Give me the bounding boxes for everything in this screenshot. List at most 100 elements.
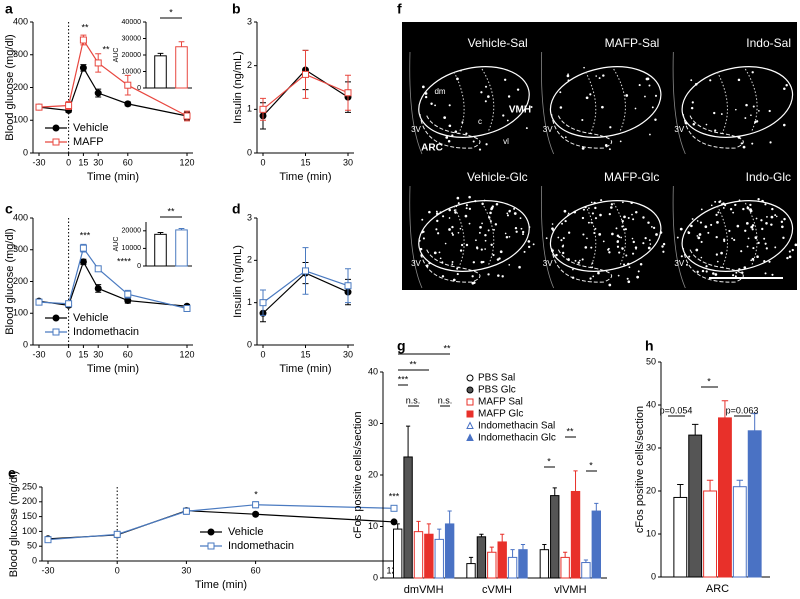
speckle <box>468 207 472 211</box>
vmh-outline <box>418 66 530 138</box>
subdivision <box>453 68 495 136</box>
x-tick-label: 60 <box>123 157 133 167</box>
speckle <box>586 237 588 240</box>
error-bar <box>583 559 589 563</box>
speckle <box>515 230 518 233</box>
error-bar <box>416 520 421 532</box>
micrograph-panel: Vehicle-Glc 3V <box>409 170 535 289</box>
marker <box>94 89 102 97</box>
speckle <box>749 203 752 206</box>
speckle <box>738 268 741 271</box>
x-tick-label: cVMH <box>482 584 512 596</box>
speckle <box>637 270 640 273</box>
y-tick-label: 200 <box>22 496 37 506</box>
marker <box>182 507 190 515</box>
speckle <box>484 85 488 88</box>
region-label: vl <box>503 137 509 146</box>
series-line <box>38 246 188 310</box>
speckle <box>465 243 469 247</box>
speckle <box>421 218 424 221</box>
legend-label: PBS Glc <box>478 385 516 396</box>
panel-letter: f <box>397 1 402 17</box>
y-tick-label: 300 <box>13 244 28 254</box>
series-line <box>38 38 188 117</box>
subdivision <box>716 202 758 270</box>
y-tick-label: 200 <box>13 276 28 286</box>
panel-letter: d <box>232 201 241 217</box>
speckle <box>647 221 650 224</box>
series-line <box>38 66 188 117</box>
speckle <box>481 202 484 206</box>
speckle <box>561 222 563 225</box>
error-bar <box>426 523 431 535</box>
speckle <box>723 239 726 243</box>
speckle <box>583 66 585 69</box>
speckle <box>425 264 429 267</box>
error-bar <box>178 228 185 230</box>
speckle <box>451 263 454 266</box>
speckle <box>735 108 737 111</box>
annotation: * <box>707 376 711 386</box>
panel-letter: a <box>5 1 13 17</box>
vmh-outline <box>681 200 794 272</box>
speckle <box>493 228 495 231</box>
region-label: 3V <box>411 125 421 134</box>
y-tick-label: 0 <box>23 147 28 157</box>
speckle <box>734 203 737 206</box>
arc-outline <box>551 113 613 149</box>
speckle <box>761 199 764 203</box>
y-tick-label: 100 <box>22 526 37 536</box>
marker <box>466 421 474 429</box>
speckle <box>647 246 651 250</box>
speckle <box>701 269 705 273</box>
annotation: p=0.054 <box>660 405 693 415</box>
y-tick-label: 50 <box>646 356 656 366</box>
speckle <box>451 225 454 229</box>
speckle <box>460 69 462 72</box>
speckle <box>770 215 774 219</box>
speckle <box>591 212 595 215</box>
speckle <box>471 275 474 278</box>
legend-label: MAFP Glc <box>478 409 523 420</box>
speckle <box>513 212 517 215</box>
speckle <box>457 231 460 234</box>
speckle <box>465 204 468 207</box>
marker <box>79 244 87 252</box>
marker <box>52 314 60 322</box>
speckle <box>634 107 637 110</box>
speckle <box>737 78 741 82</box>
speckle <box>616 240 619 244</box>
speckle <box>764 242 767 245</box>
speckle <box>745 103 748 107</box>
speckle <box>559 106 563 109</box>
speckle <box>648 84 651 87</box>
speckle <box>684 121 688 125</box>
speckle <box>579 259 581 262</box>
bar <box>154 233 167 267</box>
speckle <box>472 261 476 264</box>
marker <box>35 103 43 111</box>
speckle <box>591 262 594 264</box>
legend-label: Vehicle <box>73 122 108 134</box>
speckle <box>774 214 777 217</box>
marker <box>94 59 102 67</box>
speckle <box>451 261 454 263</box>
annotation: ** <box>409 359 417 369</box>
speckle <box>752 247 755 250</box>
y-tick-label: 20 <box>368 469 378 479</box>
speckle <box>584 246 588 249</box>
annotation: ** <box>566 426 574 436</box>
speckle <box>560 239 563 242</box>
legend-label: MAFP <box>73 136 104 148</box>
speckle <box>755 120 759 123</box>
speckle <box>782 236 785 240</box>
speckle <box>592 275 595 278</box>
speckle <box>715 235 718 239</box>
speckle <box>459 227 462 230</box>
speckle <box>714 200 717 203</box>
speckle <box>581 258 584 261</box>
speckle <box>489 220 492 223</box>
speckle <box>594 217 598 220</box>
speckle <box>734 275 737 278</box>
y-tick-label: 200 <box>13 82 28 92</box>
